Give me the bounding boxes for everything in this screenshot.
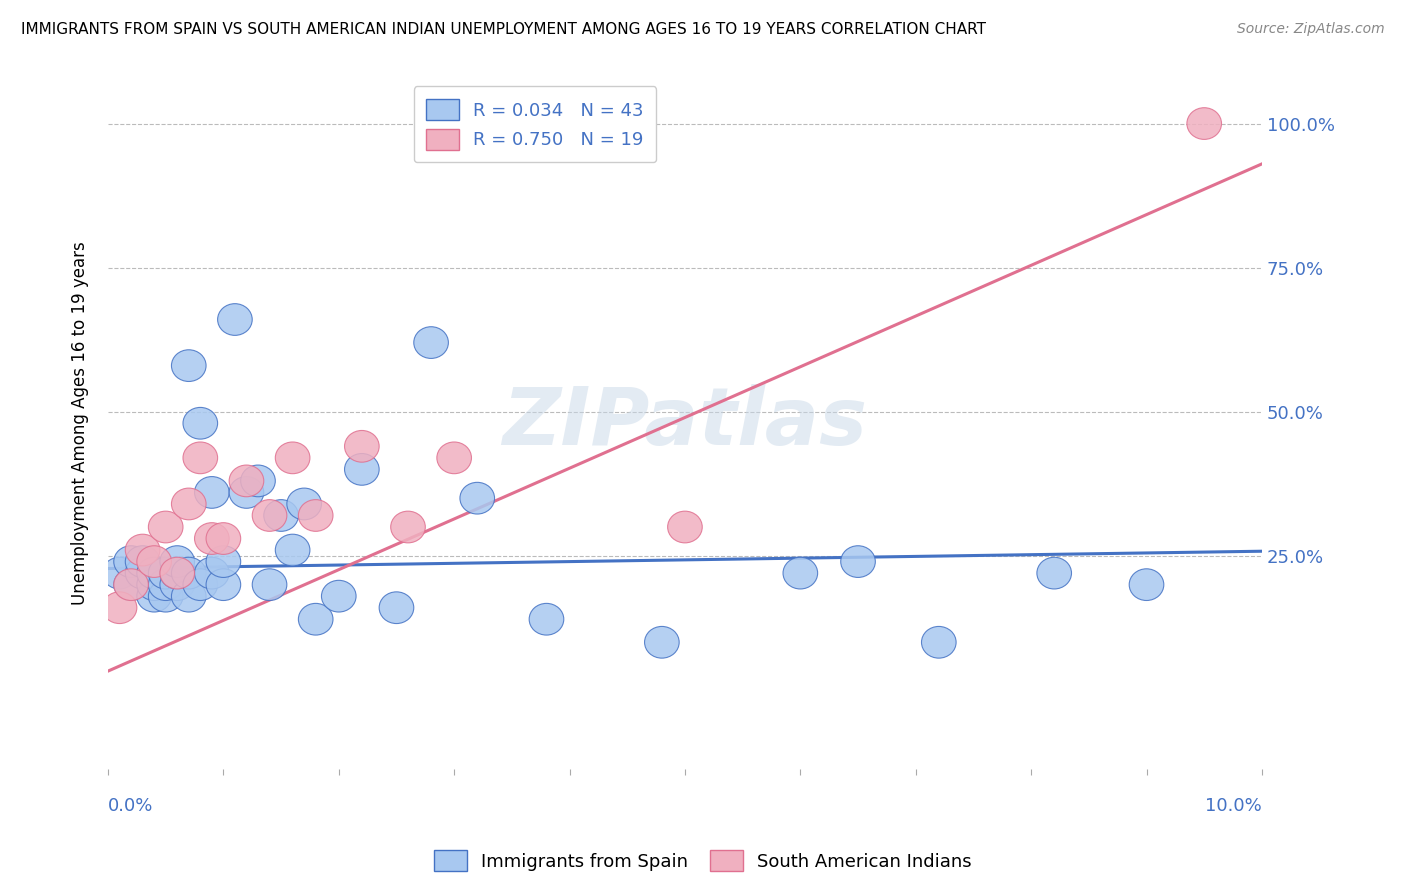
Ellipse shape (160, 558, 194, 589)
Ellipse shape (413, 326, 449, 359)
Ellipse shape (298, 500, 333, 532)
Ellipse shape (114, 546, 149, 577)
Ellipse shape (380, 592, 413, 624)
Ellipse shape (921, 626, 956, 658)
Ellipse shape (437, 442, 471, 474)
Ellipse shape (149, 581, 183, 612)
Ellipse shape (252, 500, 287, 532)
Ellipse shape (136, 569, 172, 600)
Ellipse shape (183, 442, 218, 474)
Text: 10.0%: 10.0% (1205, 797, 1263, 814)
Ellipse shape (172, 558, 207, 589)
Ellipse shape (103, 592, 136, 624)
Text: Source: ZipAtlas.com: Source: ZipAtlas.com (1237, 22, 1385, 37)
Ellipse shape (276, 442, 309, 474)
Text: ZIPatlas: ZIPatlas (502, 384, 868, 462)
Y-axis label: Unemployment Among Ages 16 to 19 years: Unemployment Among Ages 16 to 19 years (72, 242, 89, 605)
Ellipse shape (149, 558, 183, 589)
Ellipse shape (160, 558, 194, 589)
Ellipse shape (229, 465, 264, 497)
Ellipse shape (103, 558, 136, 589)
Ellipse shape (276, 534, 309, 566)
Ellipse shape (1187, 108, 1222, 139)
Ellipse shape (149, 569, 183, 600)
Ellipse shape (207, 523, 240, 555)
Ellipse shape (160, 569, 194, 600)
Ellipse shape (207, 569, 240, 600)
Ellipse shape (172, 581, 207, 612)
Legend: R = 0.034   N = 43, R = 0.750   N = 19: R = 0.034 N = 43, R = 0.750 N = 19 (413, 87, 657, 162)
Ellipse shape (1036, 558, 1071, 589)
Text: 0.0%: 0.0% (108, 797, 153, 814)
Ellipse shape (194, 558, 229, 589)
Ellipse shape (529, 603, 564, 635)
Ellipse shape (391, 511, 425, 543)
Ellipse shape (322, 581, 356, 612)
Ellipse shape (125, 534, 160, 566)
Ellipse shape (125, 558, 160, 589)
Ellipse shape (240, 465, 276, 497)
Ellipse shape (114, 569, 149, 600)
Legend: Immigrants from Spain, South American Indians: Immigrants from Spain, South American In… (427, 843, 979, 879)
Ellipse shape (644, 626, 679, 658)
Ellipse shape (172, 488, 207, 520)
Ellipse shape (783, 558, 818, 589)
Ellipse shape (136, 546, 172, 577)
Ellipse shape (194, 476, 229, 508)
Ellipse shape (460, 483, 495, 514)
Ellipse shape (287, 488, 322, 520)
Ellipse shape (207, 546, 240, 577)
Ellipse shape (229, 476, 264, 508)
Ellipse shape (252, 569, 287, 600)
Ellipse shape (218, 303, 252, 335)
Ellipse shape (344, 453, 380, 485)
Ellipse shape (668, 511, 702, 543)
Ellipse shape (149, 511, 183, 543)
Ellipse shape (136, 558, 172, 589)
Ellipse shape (264, 500, 298, 532)
Ellipse shape (114, 569, 149, 600)
Ellipse shape (344, 431, 380, 462)
Ellipse shape (172, 350, 207, 382)
Ellipse shape (136, 581, 172, 612)
Ellipse shape (841, 546, 876, 577)
Ellipse shape (183, 408, 218, 439)
Ellipse shape (298, 603, 333, 635)
Ellipse shape (160, 546, 194, 577)
Text: IMMIGRANTS FROM SPAIN VS SOUTH AMERICAN INDIAN UNEMPLOYMENT AMONG AGES 16 TO 19 : IMMIGRANTS FROM SPAIN VS SOUTH AMERICAN … (21, 22, 986, 37)
Ellipse shape (125, 546, 160, 577)
Ellipse shape (1129, 569, 1164, 600)
Ellipse shape (183, 569, 218, 600)
Ellipse shape (194, 523, 229, 555)
